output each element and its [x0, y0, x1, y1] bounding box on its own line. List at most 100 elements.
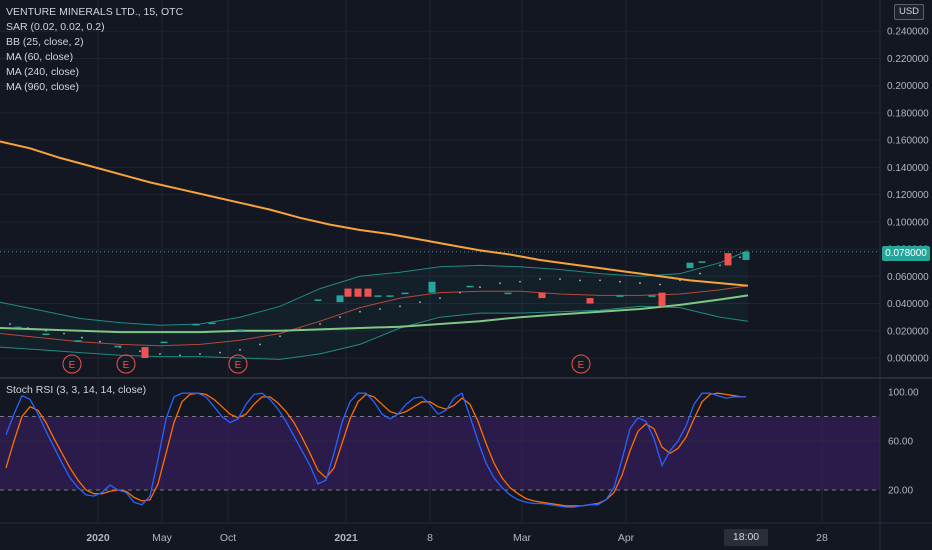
- last-price-label: 0.078000: [882, 246, 930, 261]
- candle: [698, 261, 706, 263]
- candle: [141, 347, 149, 358]
- candle: [160, 341, 168, 344]
- legend-ma240[interactable]: MA (240, close): [6, 66, 79, 78]
- stoch-k-line: [5, 392, 746, 508]
- sar-dot: [399, 305, 401, 308]
- sar-dot: [459, 291, 461, 294]
- earnings-marker: [62, 354, 82, 374]
- sar-dot: [99, 340, 101, 343]
- parabolic-sar-dots: [9, 256, 741, 357]
- candles[interactable]: [14, 251, 750, 358]
- sar-dot: [219, 351, 221, 354]
- price-axis-tick: 0.040000: [887, 299, 929, 310]
- price-axis-tick: 0.200000: [887, 81, 929, 92]
- candle: [74, 340, 82, 342]
- price-axis-tick: 0.060000: [887, 272, 929, 283]
- time-axis-tick: Oct: [220, 532, 236, 544]
- price-axis-tick: 0.180000: [887, 108, 929, 119]
- sar-dot: [579, 279, 581, 282]
- candle: [428, 281, 436, 293]
- candle: [466, 285, 474, 288]
- sar-dot: [139, 350, 141, 353]
- sar-dot: [519, 280, 521, 283]
- candle: [616, 295, 624, 297]
- earnings-marker: [228, 354, 248, 374]
- candle: [686, 262, 694, 269]
- time-axis-tick: 8: [427, 532, 433, 544]
- bollinger-upper-line: [0, 249, 749, 326]
- candle: [14, 326, 22, 329]
- ma60-line: [0, 285, 749, 347]
- axes: 0.240000 0.220000 0.200000 0.180000 0.160000…: [86, 27, 929, 544]
- rsi-band: [0, 416, 880, 490]
- sar-dot: [339, 316, 341, 319]
- earnings-marker-label: E: [69, 360, 76, 371]
- sar-dot: [9, 323, 11, 325]
- sar-dot: [419, 301, 421, 304]
- rsi-axis-tick: 100.00: [888, 388, 919, 399]
- candle: [586, 298, 594, 304]
- stoch-rsi-legend[interactable]: Stoch RSI (3, 3, 14, 14, close): [6, 384, 147, 396]
- price-axis-tick: 0.100000: [887, 217, 929, 228]
- sar-dot: [639, 282, 641, 285]
- price-axis-tick: 0.020000: [887, 326, 929, 337]
- time-axis-tick: 28: [816, 532, 828, 544]
- sar-dot: [619, 280, 621, 283]
- sar-dot: [739, 256, 741, 259]
- candle: [724, 253, 732, 266]
- legend-ma960[interactable]: MA (960, close): [6, 81, 79, 93]
- candle: [648, 295, 656, 297]
- sar-dot: [27, 327, 29, 329]
- indicator-legend: VENTURE MINERALS LTD., 15, OTC SAR (0.02…: [6, 5, 183, 95]
- sar-dot: [179, 354, 181, 357]
- earnings-marker-label: E: [578, 360, 585, 371]
- candle: [208, 322, 216, 325]
- sar-dot: [479, 286, 481, 289]
- earnings-marker: [116, 354, 136, 374]
- price-axis-tick: 0.160000: [887, 136, 929, 147]
- earnings-marker: [571, 354, 591, 374]
- sar-dot: [679, 279, 681, 282]
- sar-dot: [319, 323, 321, 325]
- sar-dot: [159, 353, 161, 355]
- earnings-marker-label: E: [123, 360, 130, 371]
- sar-dot: [279, 335, 281, 338]
- sar-dot: [45, 329, 47, 332]
- candle: [354, 288, 362, 297]
- sar-dot: [259, 343, 261, 346]
- currency-button[interactable]: USD: [894, 4, 924, 20]
- rsi-axis-tick: 60.00: [888, 437, 913, 448]
- bollinger-band-area: [0, 250, 748, 360]
- symbol-title[interactable]: VENTURE MINERALS LTD., 15, OTC: [6, 6, 184, 18]
- candle: [538, 292, 546, 299]
- sar-dot: [239, 348, 241, 351]
- time-axis-tick: 2020: [86, 532, 110, 544]
- time-axis-tick: 2021: [334, 532, 358, 544]
- time-axis-tick: Mar: [513, 532, 532, 544]
- candle: [314, 299, 322, 301]
- sar-dot: [699, 272, 701, 275]
- candle: [658, 292, 666, 307]
- time-axis-tick: May: [152, 532, 173, 544]
- earnings-marker-label: E: [235, 360, 242, 371]
- candle: [344, 288, 352, 297]
- price-axis-tick: 0.240000: [887, 27, 929, 38]
- sar-dot: [499, 282, 501, 285]
- sar-dot: [299, 328, 301, 331]
- rsi-axis-tick: 20.00: [888, 486, 913, 497]
- legend-bb[interactable]: BB (25, close, 2): [6, 36, 84, 48]
- sar-dot: [559, 278, 561, 280]
- sar-dot: [63, 332, 65, 335]
- sar-dot: [81, 336, 83, 339]
- ma240-line: [0, 294, 749, 334]
- stoch-d-line: [5, 392, 746, 507]
- legend-sar[interactable]: SAR (0.02, 0.02, 0.2): [6, 21, 105, 33]
- legend-ma60[interactable]: MA (60, close): [6, 51, 74, 63]
- sar-dot: [539, 278, 541, 280]
- candle: [364, 288, 372, 297]
- candle: [374, 295, 382, 297]
- sar-dot: [199, 353, 201, 355]
- candle: [336, 295, 344, 303]
